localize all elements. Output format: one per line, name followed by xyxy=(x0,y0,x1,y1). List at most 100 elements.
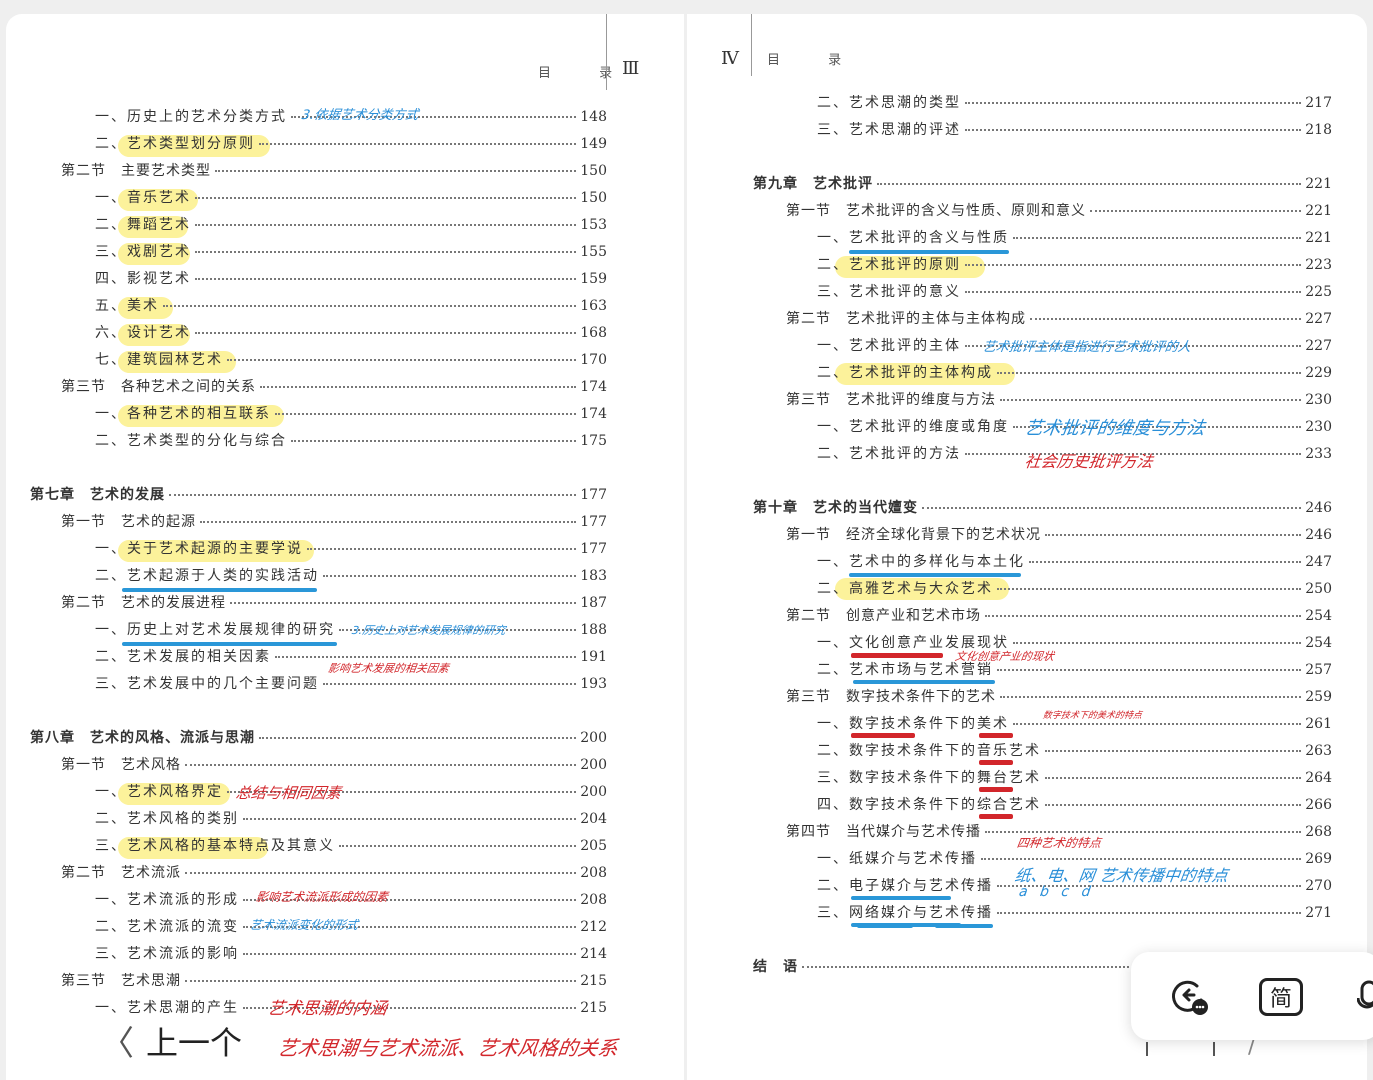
toc-entry[interactable]: 五、美术 163 xyxy=(95,298,607,314)
highlight xyxy=(118,189,198,211)
highlight xyxy=(118,783,230,805)
toc-entry[interactable]: 六、设计艺术 168 xyxy=(95,325,607,341)
toc-entry[interactable]: 二、艺术起源于人类的实践活动 183 xyxy=(95,568,607,584)
handwritten-note: 3.依据艺术分类方式 xyxy=(300,108,420,123)
handwritten-note: 总结与相同因素 xyxy=(234,784,343,802)
toc-section[interactable]: 第二节 艺术批评的主体与主体构成 227 xyxy=(786,311,1332,327)
toc-entry[interactable]: 三、艺术思潮的评述 218 xyxy=(817,122,1332,138)
toc-entry[interactable]: 二、高雅艺术与大众艺术 250 xyxy=(817,581,1332,597)
toc-section[interactable]: 第二节 主要艺术类型 150 xyxy=(61,163,607,179)
toc-chapter[interactable]: 第九章 艺术批评 221 xyxy=(753,176,1332,192)
highlight xyxy=(118,405,284,427)
toc-entry[interactable]: 一、文化创意产业发展现状 254 xyxy=(817,635,1332,651)
handwritten-note: 纸、电、网 艺术传播中的特点 xyxy=(1013,866,1230,885)
blue-underline xyxy=(122,642,337,646)
toc-section[interactable]: 第四节 当代媒介与艺术传播 268 xyxy=(786,824,1332,840)
right-book-page: Ⅳ 目 录 二、艺术思潮的类型 217 三、艺术思潮的评述 218 第九章 艺术批评… xyxy=(687,14,1367,1080)
microphone-icon xyxy=(1356,980,1373,1009)
toc-entry[interactable]: 三、艺术发展中的几个主要问题 193 xyxy=(95,676,607,692)
toc-entry[interactable]: 二、艺术批评的方法 233 xyxy=(817,446,1332,462)
toc-entry[interactable]: 一、关于艺术起源的主要学说 177 xyxy=(95,541,607,557)
blue-underline xyxy=(849,573,1021,577)
toc-entry[interactable]: 三、艺术流派的影响 214 xyxy=(95,946,607,962)
highlight xyxy=(118,135,270,157)
toc-entry[interactable]: 二、舞蹈艺术 153 xyxy=(95,217,607,233)
simplified-label: 简 xyxy=(1259,978,1303,1016)
blue-underline xyxy=(935,924,993,928)
toc-entry[interactable]: 一、艺术批评的主体 227 xyxy=(817,338,1332,354)
toc-entry[interactable]: 二、艺术思潮的类型 217 xyxy=(817,95,1332,111)
previous-button[interactable]: 〈 上一个 xyxy=(100,1016,242,1065)
chevron-right-icon[interactable]: / xyxy=(1248,1034,1256,1059)
toc-entry[interactable]: 一、艺术中的多样化与本土化 247 xyxy=(817,554,1332,570)
toc-section[interactable]: 第二节 艺术的发展进程 187 xyxy=(61,595,607,611)
toc-entry[interactable]: 一、艺术批评的维度或角度 230 xyxy=(817,419,1332,435)
toc-entry[interactable]: 二、艺术批评的主体构成 229 xyxy=(817,365,1332,381)
toc-entry[interactable]: 二、艺术风格的类别 204 xyxy=(95,811,607,827)
toc-section[interactable]: 第一节 经济全球化背景下的艺术状况 246 xyxy=(786,527,1332,543)
toc-entry[interactable]: 二、艺术流派的流变 212 xyxy=(95,919,607,935)
blue-underline xyxy=(849,250,1009,254)
handwritten-note: 文化创意产业的现状 xyxy=(954,650,1055,663)
toc-section[interactable]: 第三节 各种艺术之间的关系 174 xyxy=(61,379,607,395)
toc-entry[interactable]: 一、音乐艺术 150 xyxy=(95,190,607,206)
microphone-button[interactable] xyxy=(1356,980,1373,1020)
handwritten-note: 艺术思潮的内涵 xyxy=(266,999,389,1019)
header-divider xyxy=(751,14,752,76)
toc-chapter[interactable]: 第八章 艺术的风格、流派与思潮 200 xyxy=(30,730,607,746)
toc-entry[interactable]: 二、艺术市场与艺术营销 257 xyxy=(817,662,1332,678)
toc-section[interactable]: 第二节 艺术流派 208 xyxy=(61,865,607,881)
highlight xyxy=(835,363,1015,385)
toc-entry[interactable]: 一、历史上对艺术发展规律的研究 188 xyxy=(95,622,607,638)
handwritten-note: 3.历史上对艺术发展规律的研究 xyxy=(351,624,507,637)
toc-chapter[interactable]: 结 语 xyxy=(753,958,1133,976)
toc-section[interactable]: 第三节 艺术思潮 215 xyxy=(61,973,607,989)
toc-entry[interactable]: 二、艺术发展的相关因素 191 xyxy=(95,649,607,665)
toc-section[interactable]: 第三节 数字技术条件下的艺术 259 xyxy=(786,689,1332,705)
toc-entry[interactable]: 一、艺术流派的形成 208 xyxy=(95,892,607,908)
toc-entry[interactable]: 七、建筑园林艺术 170 xyxy=(95,352,607,368)
highlight xyxy=(118,540,314,562)
toc-section[interactable]: 第三节 艺术批评的维度与方法 230 xyxy=(786,392,1332,408)
toc-entry[interactable]: 二、艺术批评的原则 223 xyxy=(817,257,1332,273)
toc-entry[interactable]: 三、网络媒介与艺术传播 271 xyxy=(817,905,1332,921)
toc-entry[interactable]: 二、电子媒介与艺术传播 270 xyxy=(817,878,1332,894)
toc-entry[interactable]: 一、历史上的艺术分类方式 148 xyxy=(95,109,607,125)
toc-entry[interactable]: 二、艺术类型的分化与综合 175 xyxy=(95,433,607,449)
red-underline xyxy=(979,733,1013,738)
highlight xyxy=(118,243,190,265)
toc-entry[interactable]: 三、戏剧艺术 155 xyxy=(95,244,607,260)
blue-underline xyxy=(853,680,995,684)
handwritten-note: 四种艺术的特点 xyxy=(1015,836,1102,850)
toc-entry[interactable]: 一、纸媒介与艺术传播 269 xyxy=(817,851,1332,867)
highlight xyxy=(118,216,188,238)
toc-chapter[interactable]: 第十章 艺术的当代嬗变 246 xyxy=(753,500,1332,516)
toc-entry[interactable]: 一、艺术思潮的产生 215 xyxy=(95,1000,607,1016)
toc-section[interactable]: 第一节 艺术风格 200 xyxy=(61,757,607,773)
page-number: Ⅲ xyxy=(622,58,640,79)
toc-section[interactable]: 第二节 创意产业和艺术市场 254 xyxy=(786,608,1332,624)
simplified-chinese-button[interactable]: 简 xyxy=(1259,978,1303,1016)
handwritten-note: 艺术思潮与艺术流派、艺术风格的关系 xyxy=(276,1036,620,1060)
toc-entry[interactable]: 三、艺术风格的基本特点及其意义 205 xyxy=(95,838,607,854)
handwritten-note: 艺术批评主体是指进行艺术批评的人 xyxy=(981,340,1192,355)
toc-entry[interactable]: 一、艺术批评的含义与性质 221 xyxy=(817,230,1332,246)
blue-underline xyxy=(851,896,951,900)
toc-entry[interactable]: 二、艺术类型划分原则 149 xyxy=(95,136,607,152)
toc-section[interactable]: 第一节 艺术批评的含义与性质、原则和意义 221 xyxy=(786,203,1332,219)
toc-entry[interactable]: 一、各种艺术的相互联系 174 xyxy=(95,406,607,422)
toc-entry[interactable]: 一、艺术风格界定 200 xyxy=(95,784,607,800)
toc-entry[interactable]: 四、数字技术条件下的综合艺术 266 xyxy=(817,797,1332,813)
toc-chapter[interactable]: 第七章 艺术的发展 177 xyxy=(30,487,607,503)
toc-entry[interactable]: 三、艺术批评的意义 225 xyxy=(817,284,1332,300)
toc-entry[interactable]: 一、数字技术条件下的美术 261 xyxy=(817,716,1332,732)
ai-chat-button[interactable] xyxy=(1167,974,1211,1022)
header-divider xyxy=(606,14,607,90)
toc-entry[interactable]: 二、数字技术条件下的音乐艺术 263 xyxy=(817,743,1332,759)
page-number: Ⅳ xyxy=(721,48,739,69)
toc-section[interactable]: 第一节 艺术的起源 177 xyxy=(61,514,607,530)
red-underline xyxy=(979,787,1013,792)
red-underline xyxy=(851,653,943,658)
toc-entry[interactable]: 四、影视艺术 159 xyxy=(95,271,607,287)
toc-entry[interactable]: 三、数字技术条件下的舞台艺术 264 xyxy=(817,770,1332,786)
